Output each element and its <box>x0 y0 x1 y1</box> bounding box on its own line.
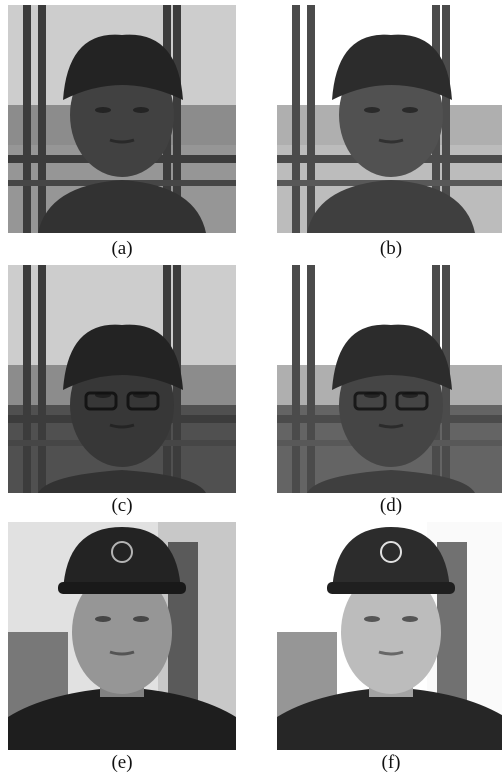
window-frame <box>307 265 315 493</box>
panel-label: (b) <box>277 238 502 260</box>
face-photo <box>277 5 502 233</box>
eye <box>133 616 149 622</box>
figure: (a) (b) (c) (d) (e) (f) <box>0 0 502 775</box>
face-photo <box>277 522 502 750</box>
window-frame <box>23 265 31 493</box>
panel-label: (c) <box>8 495 236 517</box>
window-frame <box>292 5 300 233</box>
eye <box>402 392 418 398</box>
window-frame <box>38 5 46 233</box>
cap-brim <box>58 582 186 594</box>
window-frame <box>307 5 315 233</box>
cap-brim <box>327 582 455 594</box>
eye <box>133 107 149 113</box>
panel-label: (f) <box>277 752 502 774</box>
eye <box>364 107 380 113</box>
face-photo <box>8 5 236 233</box>
panel-label: (d) <box>277 495 502 517</box>
face-photo <box>8 265 236 493</box>
eye <box>95 107 111 113</box>
panel-label: (e) <box>8 752 236 774</box>
eye <box>364 392 380 398</box>
eye <box>402 107 418 113</box>
window-frame <box>38 265 46 493</box>
face-photo <box>8 522 236 750</box>
face-photo <box>277 265 502 493</box>
window-frame <box>292 265 300 493</box>
eye <box>95 616 111 622</box>
eye <box>95 392 111 398</box>
window-frame <box>23 5 31 233</box>
panel-label: (a) <box>8 238 236 260</box>
eye <box>364 616 380 622</box>
eye <box>402 616 418 622</box>
eye <box>133 392 149 398</box>
